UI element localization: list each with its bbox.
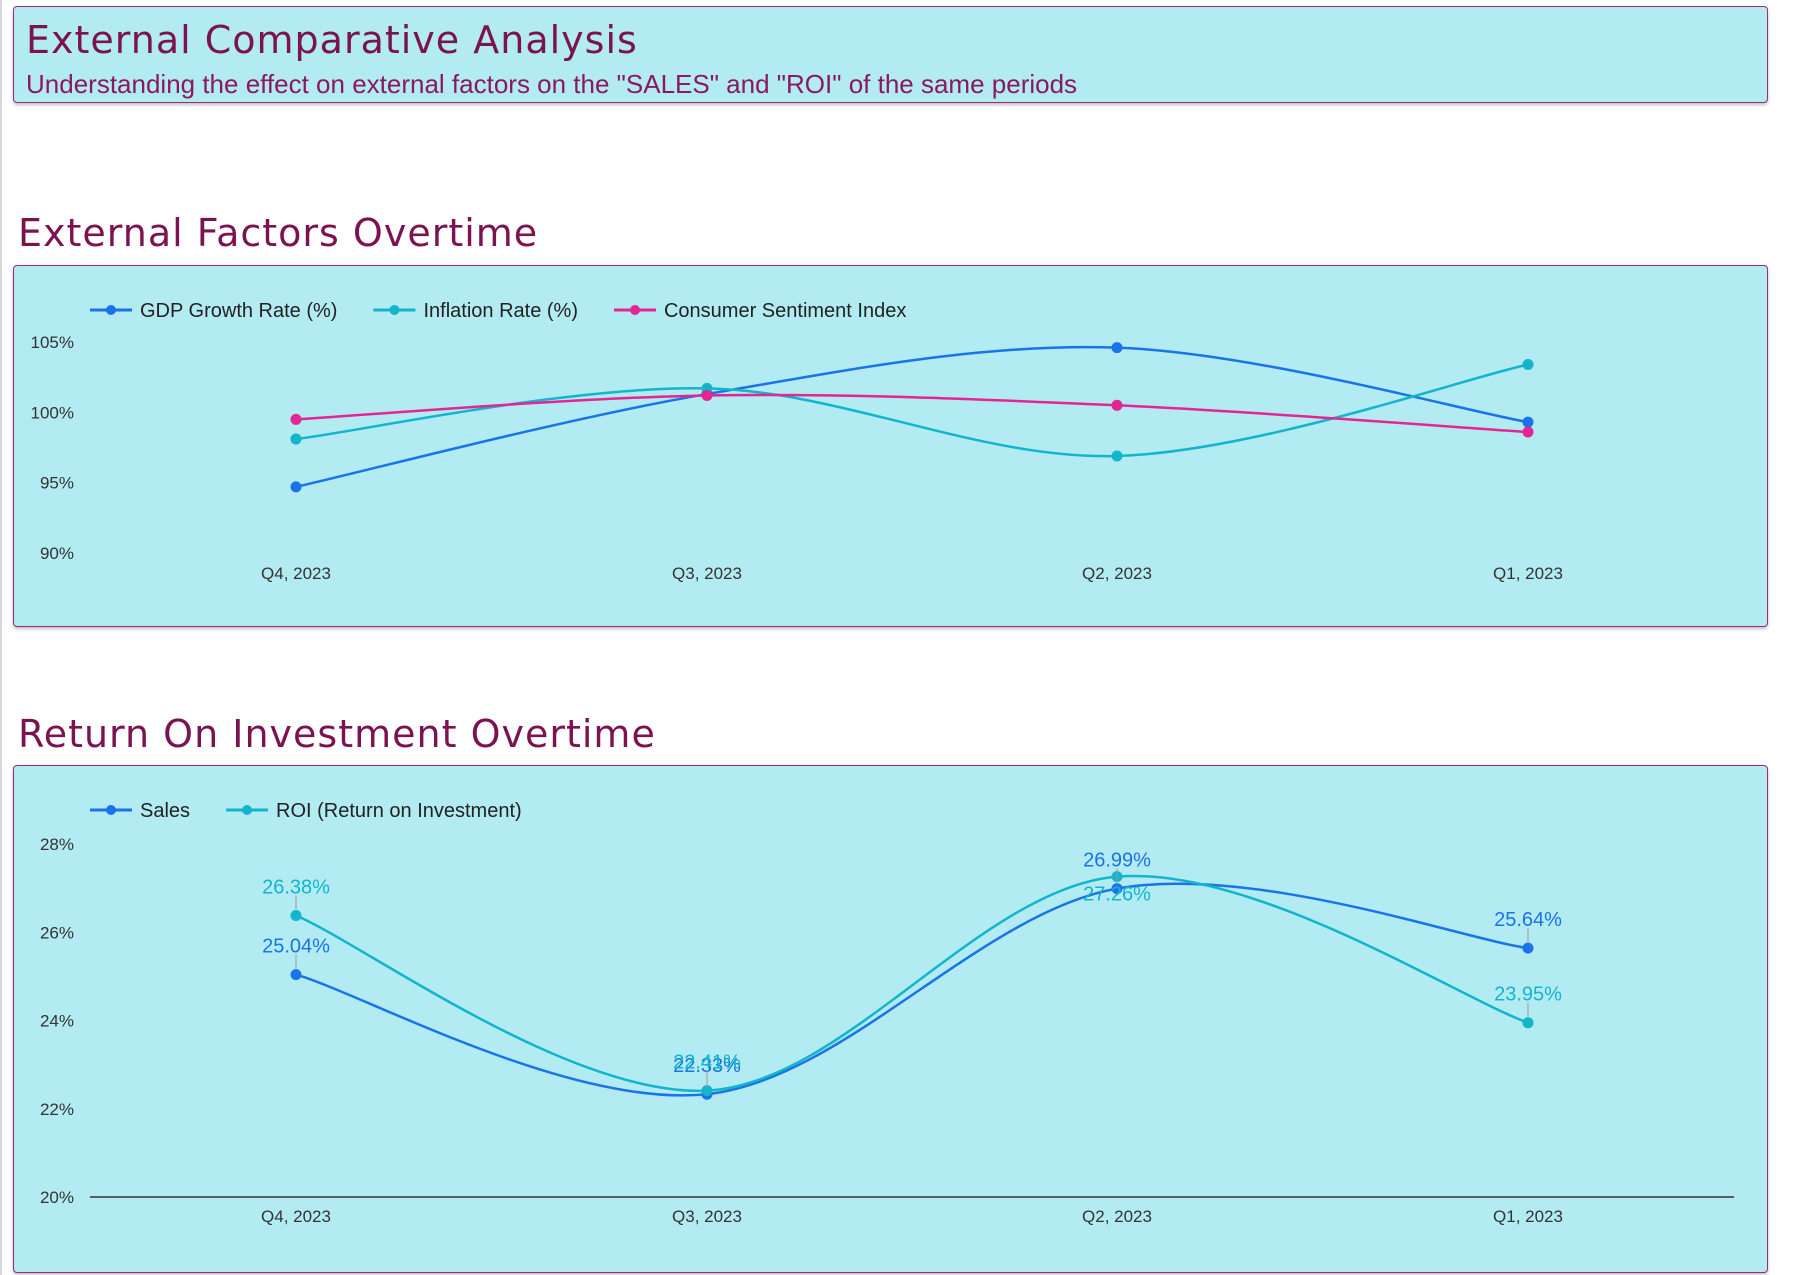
legend-swatch-dot <box>389 305 400 315</box>
legend-label: Inflation Rate (%) <box>423 300 578 322</box>
data-point <box>290 969 302 981</box>
series-line <box>295 393 1529 434</box>
data-label: 27.26% <box>1083 884 1151 906</box>
data-point <box>1111 450 1123 462</box>
legend-swatch-dot <box>242 805 253 815</box>
x-tick-label: Q2, 2023 <box>1082 1207 1152 1226</box>
y-tick-label: 20% <box>40 1188 74 1207</box>
legend-item: ROI (Return on Investment) <box>226 800 522 822</box>
data-label: 22.41% <box>673 1052 741 1074</box>
x-tick-label: Q1, 2023 <box>1493 564 1563 583</box>
roi-panel: 20% 22% 24% 26% 28% Q4, 2023 Q3, 2023 Q2, 2023 Q… <box>13 765 1768 1273</box>
y-tick-label: 24% <box>40 1012 74 1031</box>
data-point <box>1522 359 1534 371</box>
data-point <box>1522 1017 1534 1029</box>
legend-swatch-dot <box>106 305 116 315</box>
data-point <box>1111 883 1123 895</box>
data-point <box>290 433 302 445</box>
y-tick-label: 26% <box>40 923 74 942</box>
x-tick-label: Q2, 2023 <box>1082 564 1152 583</box>
data-point <box>1522 416 1534 428</box>
page-subtitle: Understanding the effect on external fac… <box>26 69 1078 99</box>
data-point <box>1522 942 1534 954</box>
x-tick-label: Q4, 2023 <box>261 564 331 583</box>
y-tick-label: 22% <box>40 1100 74 1119</box>
x-tick-label: Q4, 2023 <box>261 1207 331 1226</box>
series-line <box>295 882 1529 1097</box>
data-label: 25.64% <box>1494 909 1562 931</box>
external-factors-panel: 90% 95% 100% 105% Q4, 2023 Q3, 2023 Q2, 2023 Q1… <box>13 265 1768 627</box>
roi-title: Return On Investment Overtime <box>18 712 656 756</box>
roi-chart[interactable]: 20% 22% 24% 26% 28% Q4, 2023 Q3, 2023 Q2, 2023 Q… <box>14 766 1769 1274</box>
external-factors-chart[interactable]: 90% 95% 100% 105% Q4, 2023 Q3, 2023 Q2, 2023 Q1… <box>14 266 1769 628</box>
data-label: 25.04% <box>262 936 330 958</box>
series-line <box>295 363 1529 458</box>
legend-label: Sales <box>140 800 190 822</box>
y-tick-label: 28% <box>40 835 74 854</box>
left-edge-rule <box>0 0 2 1275</box>
y-tick-label: 100% <box>31 403 74 422</box>
y-tick-label: 95% <box>40 474 74 493</box>
data-label: 26.99% <box>1083 850 1151 872</box>
data-point <box>701 1085 713 1097</box>
data-point <box>1111 399 1123 411</box>
legend-item: Sales <box>90 800 190 822</box>
legend-label: Consumer Sentiment Index <box>664 300 906 322</box>
data-label: 22.33% <box>673 1055 741 1077</box>
x-tick-label: Q3, 2023 <box>672 564 742 583</box>
external-factors-title: External Factors Overtime <box>18 211 539 255</box>
y-tick-label: 90% <box>40 544 74 563</box>
data-label: 23.95% <box>1494 984 1562 1006</box>
legend-label: ROI (Return on Investment) <box>276 800 522 822</box>
legend-swatch-dot <box>629 305 640 315</box>
data-point <box>290 909 302 921</box>
data-point <box>290 481 302 493</box>
x-tick-label: Q1, 2023 <box>1493 1207 1563 1226</box>
data-point <box>701 389 713 401</box>
legend-swatch-dot <box>106 805 116 815</box>
x-tick-label: Q3, 2023 <box>672 1207 742 1226</box>
data-point <box>1522 426 1534 438</box>
series-line <box>295 874 1529 1092</box>
data-label: 26.38% <box>262 876 330 898</box>
y-tick-label: 105% <box>31 333 74 352</box>
legend-item: GDP Growth Rate (%) <box>90 300 337 322</box>
header-panel: External Comparative Analysis Understand… <box>13 6 1768 103</box>
series-line <box>295 345 1529 489</box>
legend-label: GDP Growth Rate (%) <box>140 300 337 322</box>
data-point <box>1111 342 1123 354</box>
data-point <box>290 413 302 425</box>
legend-item: Inflation Rate (%) <box>373 300 578 322</box>
legend-item: Consumer Sentiment Index <box>613 300 906 322</box>
page-title: External Comparative Analysis <box>26 18 638 62</box>
